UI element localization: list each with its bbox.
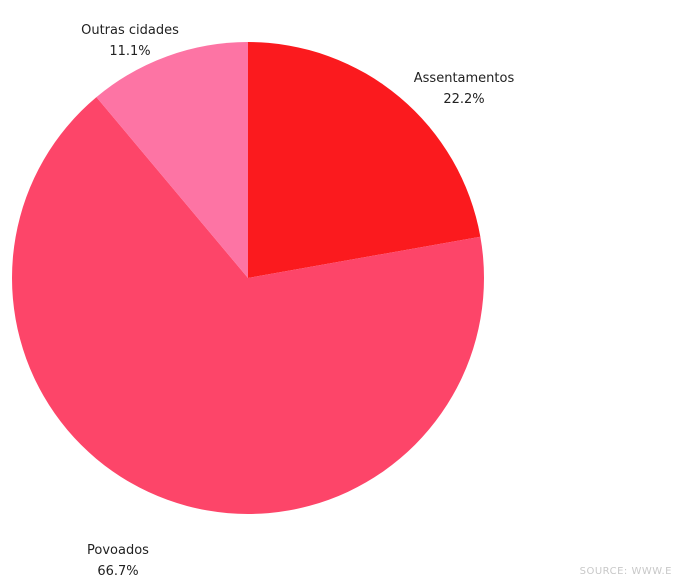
slice-value-label: 22.2%	[443, 92, 484, 107]
slice-label: Assentamentos	[414, 71, 515, 86]
source-note: SOURCE: WWW.E	[579, 566, 672, 577]
slice-value-label: 66.7%	[97, 564, 138, 579]
pie-slice-povoados	[12, 97, 484, 514]
slice-value-label: 11.1%	[109, 44, 150, 59]
pie-slice-assentamentos	[248, 42, 481, 278]
pie-slice-outras-cidades	[96, 42, 248, 278]
slice-label: Outras cidades	[81, 23, 179, 38]
slice-label: Povoados	[87, 543, 149, 558]
